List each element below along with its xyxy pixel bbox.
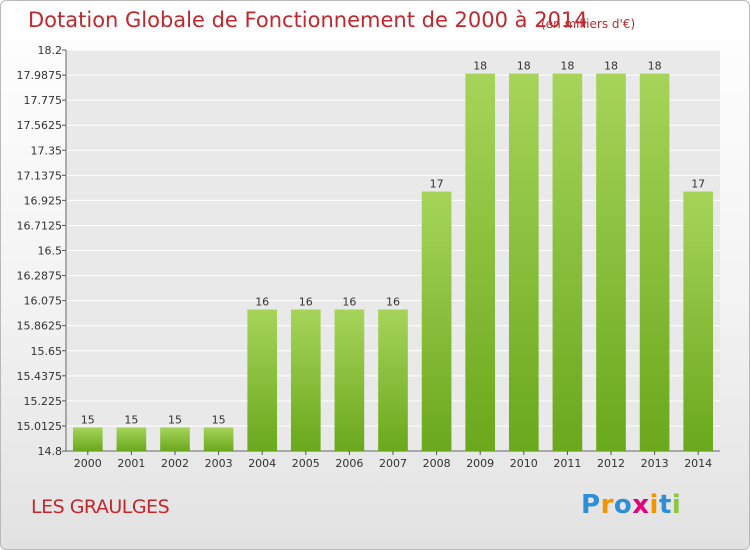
bar xyxy=(552,73,583,452)
bar xyxy=(290,309,321,451)
x-tick-label: 2005 xyxy=(292,457,320,470)
bar xyxy=(378,309,408,451)
logo-letter: r xyxy=(600,490,614,520)
bar xyxy=(334,309,365,451)
x-tick-label: 2000 xyxy=(74,457,102,470)
y-tick-label: 16.2875 xyxy=(17,270,63,283)
data-label: 18 xyxy=(648,60,662,73)
data-label: 16 xyxy=(299,295,313,308)
data-label: 15 xyxy=(81,413,95,426)
x-tick-label: 2010 xyxy=(510,457,538,470)
y-tick-label: 16.7125 xyxy=(17,219,63,232)
y-tick-label: 17.5625 xyxy=(17,119,63,132)
logo-letter: i xyxy=(649,490,659,520)
y-tick-label: 15.225 xyxy=(24,395,63,408)
data-label: 17 xyxy=(430,178,444,191)
x-tick-label: 2013 xyxy=(641,457,669,470)
page-subtitle: (en milliers d'€) xyxy=(541,17,636,31)
proxiti-logo: Proxiti xyxy=(581,490,681,520)
data-label: 16 xyxy=(386,295,400,308)
data-label: 18 xyxy=(604,60,618,73)
x-tick-label: 2002 xyxy=(161,457,189,470)
logo-letter: o xyxy=(613,490,633,520)
bar xyxy=(72,427,103,451)
x-tick-label: 2014 xyxy=(684,457,712,470)
y-tick-label: 16.925 xyxy=(24,194,63,207)
bar xyxy=(160,427,190,451)
x-tick-label: 2012 xyxy=(597,457,625,470)
page-title: Dotation Globale de Fonctionnement de 20… xyxy=(28,8,588,32)
bar xyxy=(639,73,670,452)
x-tick-label: 2009 xyxy=(466,457,494,470)
logo-letter: P xyxy=(581,490,601,520)
y-tick-label: 14.8 xyxy=(38,445,63,458)
x-tick-label: 2004 xyxy=(248,457,276,470)
data-label: 16 xyxy=(342,295,356,308)
y-tick-label: 17.1375 xyxy=(17,169,63,182)
logo-letter: x xyxy=(632,490,650,520)
data-label: 18 xyxy=(560,60,574,73)
bar xyxy=(421,191,452,451)
logo-letter: i xyxy=(671,490,682,520)
bar xyxy=(508,73,539,452)
y-tick-label: 15.0125 xyxy=(17,420,63,433)
data-label: 15 xyxy=(124,413,138,426)
data-label: 18 xyxy=(473,60,487,73)
y-tick-label: 15.65 xyxy=(31,345,63,358)
y-tick-label: 17.9875 xyxy=(17,69,63,82)
x-tick-label: 2003 xyxy=(205,457,233,470)
x-tick-label: 2008 xyxy=(423,457,451,470)
data-label: 17 xyxy=(691,178,705,191)
bar xyxy=(203,427,234,451)
data-label: 15 xyxy=(168,413,182,426)
y-tick-label: 18.2 xyxy=(38,44,63,57)
data-label: 15 xyxy=(212,413,226,426)
bar xyxy=(596,73,626,452)
logo-letter: t xyxy=(658,490,672,520)
bar xyxy=(465,73,496,452)
y-tick-label: 15.4375 xyxy=(17,370,63,383)
y-tick-label: 16.5 xyxy=(38,245,63,258)
bar xyxy=(116,427,147,451)
y-tick-label: 17.35 xyxy=(31,144,63,157)
y-tick-label: 16.075 xyxy=(24,295,63,308)
bar xyxy=(683,191,714,451)
x-tick-label: 2007 xyxy=(379,457,407,470)
x-tick-label: 2006 xyxy=(335,457,363,470)
bar xyxy=(247,309,278,451)
y-tick-label: 17.775 xyxy=(24,94,63,107)
y-tick-label: 15.8625 xyxy=(17,320,63,333)
commune-name: LES GRAULGES xyxy=(31,496,170,518)
data-label: 18 xyxy=(517,60,531,73)
x-tick-label: 2011 xyxy=(553,457,581,470)
x-tick-label: 2001 xyxy=(117,457,145,470)
data-label: 16 xyxy=(255,295,269,308)
